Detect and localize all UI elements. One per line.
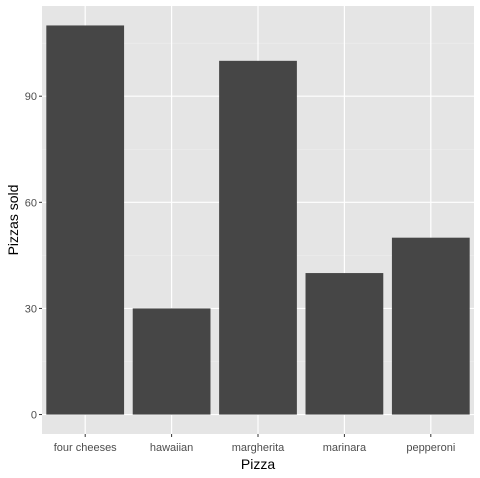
bars bbox=[46, 25, 470, 415]
bar-four-cheeses bbox=[46, 25, 125, 415]
x-tick-label: hawaiian bbox=[150, 442, 193, 454]
x-tick-label: marinara bbox=[323, 442, 367, 454]
y-axis-title: Pizzas sold bbox=[5, 185, 21, 256]
x-tick-label: four cheeses bbox=[54, 442, 117, 454]
y-tick-label: 60 bbox=[25, 197, 37, 209]
bar-marinara bbox=[305, 273, 384, 415]
x-tick-label: pepperoni bbox=[406, 442, 455, 454]
x-tick-label: margherita bbox=[232, 442, 285, 454]
bar-margherita bbox=[219, 60, 297, 415]
x-axis: four cheeses hawaiian margherita marinara pe… bbox=[54, 434, 455, 454]
bar-hawaiian bbox=[132, 308, 211, 415]
y-tick-label: 90 bbox=[25, 91, 37, 103]
y-tick-label: 0 bbox=[31, 410, 37, 422]
x-axis-title: Pizza bbox=[241, 456, 275, 472]
y-axis: 0 30 60 90 bbox=[25, 91, 42, 422]
y-tick-label: 30 bbox=[25, 303, 37, 315]
bar-pepperoni bbox=[391, 237, 470, 415]
